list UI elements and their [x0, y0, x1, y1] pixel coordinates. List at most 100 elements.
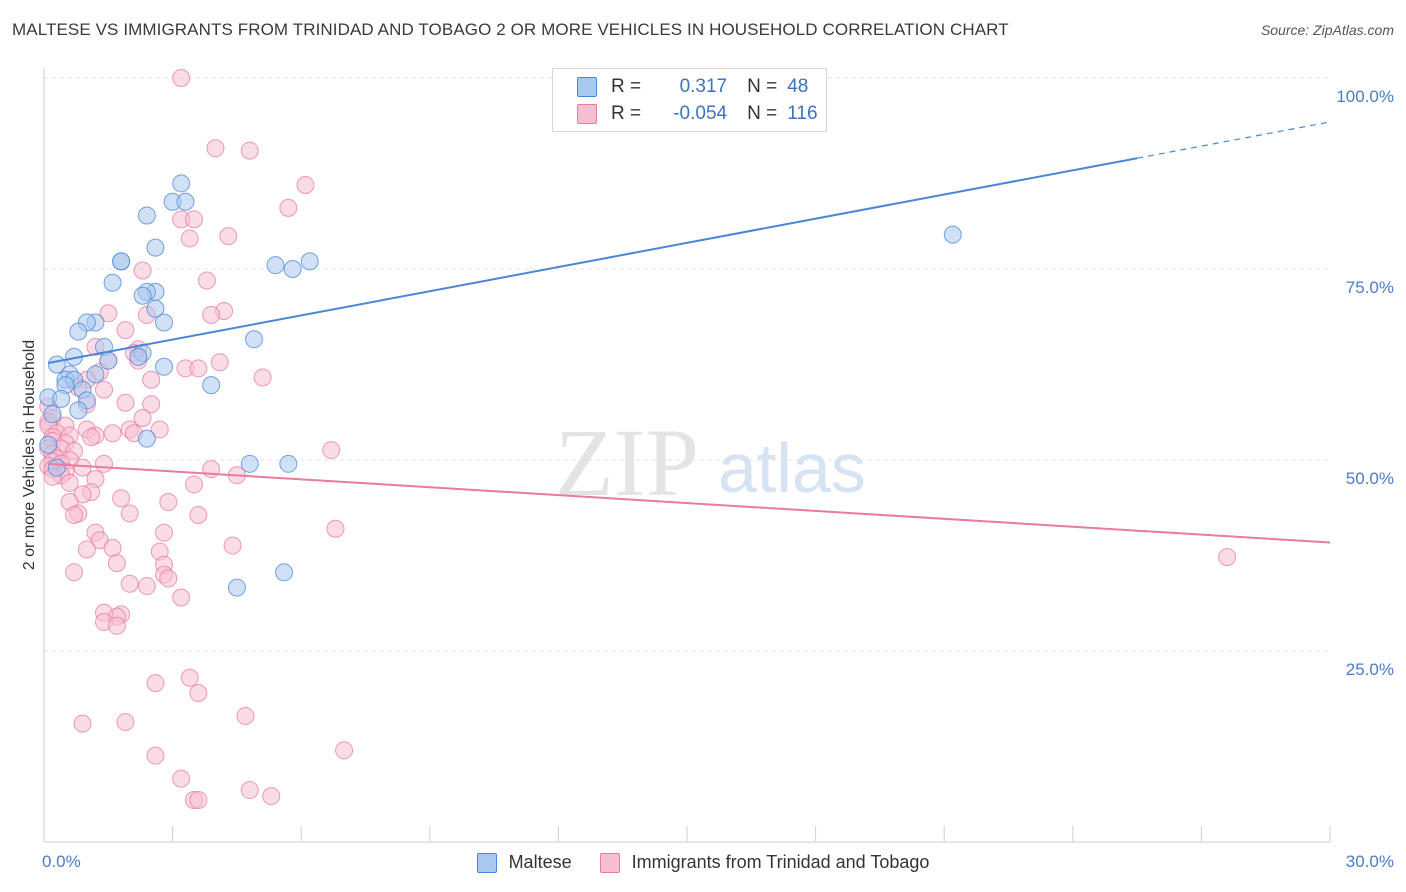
y-tick-25: 25.0% [1345, 660, 1394, 679]
maltese-point [300, 252, 319, 271]
maltese-point [133, 286, 152, 305]
trinidad-point [240, 141, 259, 160]
trinidad-point [185, 210, 204, 229]
maltese-point [43, 405, 62, 424]
maltese-point [69, 322, 88, 341]
x-tick-max: 30.0% [1345, 852, 1394, 871]
maltese-point [47, 458, 66, 477]
trinidad-point [77, 540, 96, 559]
maltese-point [202, 376, 221, 395]
trinidad-point [206, 139, 225, 158]
maltese-point [275, 563, 294, 582]
trinidad-point [65, 563, 84, 582]
trinidad-point [146, 674, 165, 693]
trinidad-point [133, 408, 152, 427]
trinidad-point [133, 261, 152, 280]
maltese-point [129, 347, 148, 366]
maltese-point [69, 401, 88, 420]
legend-label-maltese: Maltese [508, 852, 572, 872]
trinidad-point [103, 538, 122, 557]
trinidad-point [172, 69, 191, 87]
legend-n-value: 48 [787, 76, 809, 97]
legend-n-value: 116 [787, 103, 818, 124]
maltese-point [245, 330, 264, 349]
trinidad-point [137, 577, 156, 596]
maltese-point [146, 238, 165, 257]
trinidad-point [296, 175, 315, 194]
legend-r-value: -0.054 [673, 103, 728, 124]
trinidad-trend-line [48, 462, 1331, 544]
series-legend: Maltese Immigrants from Trinidad and Tob… [0, 852, 1406, 873]
legend-item-maltese: Maltese [476, 852, 572, 873]
trinidad-point [262, 787, 281, 806]
legend-r-value: 0.317 [679, 76, 728, 97]
legend-r-label: R = [611, 103, 642, 124]
trinidad-point [155, 523, 174, 542]
trinidad-point [65, 506, 84, 525]
maltese-point [99, 351, 118, 370]
maltese-point [137, 206, 156, 225]
trinidad-point [142, 395, 161, 414]
maltese-point [279, 454, 298, 473]
y-tick-50: 50.0% [1345, 469, 1394, 488]
maltese-point [103, 273, 122, 292]
trinidad-point [73, 458, 92, 477]
y-tick-100: 100.0% [1336, 87, 1394, 106]
trinidad-point [189, 790, 208, 809]
trinidad-point [95, 380, 114, 399]
trinidad-point [185, 475, 204, 494]
maltese-point [86, 365, 105, 384]
trinidad-point [73, 714, 92, 733]
gridlines [44, 77, 1330, 652]
trinidad-point [1218, 548, 1237, 567]
trinidad-point [189, 684, 208, 703]
trend-lines [48, 121, 1331, 544]
maltese-point [52, 389, 71, 408]
trinidad-point [197, 271, 216, 290]
trinidad-point [189, 359, 208, 378]
maltese-point [146, 299, 165, 318]
trinidad-point [202, 305, 221, 324]
watermark: ZIP atlas [555, 409, 866, 516]
chart-title: MALTESE VS IMMIGRANTS FROM TRINIDAD AND … [12, 20, 1009, 39]
trinidad-point [223, 536, 242, 555]
trinidad-point [240, 781, 259, 800]
trinidad-point [107, 616, 126, 635]
trinidad-point [107, 554, 126, 573]
trinidad-point [103, 424, 122, 443]
watermark-atlas: atlas [718, 429, 866, 507]
trinidad-point [210, 353, 229, 372]
maltese-point [155, 313, 174, 332]
trinidad-point [180, 668, 199, 687]
trinidad-point [180, 229, 199, 248]
trinidad-point [159, 569, 178, 588]
maltese-point [176, 192, 195, 211]
trinidad-point [335, 741, 354, 760]
legend-label-trinidad: Immigrants from Trinidad and Tobago [631, 852, 930, 872]
y-axis-label: 2 or more Vehicles in Household [21, 339, 38, 571]
trinidad-point [95, 454, 114, 473]
trinidad-point [116, 713, 135, 732]
maltese-point [943, 225, 962, 244]
trinidad-point [172, 769, 191, 788]
maltese-trend-extension [1136, 121, 1331, 159]
maltese-point [137, 429, 156, 448]
maltese-point [283, 260, 302, 278]
legend-row-trinidad: R = -0.054 N = 116 [577, 102, 818, 126]
legend-swatch-pink [599, 852, 620, 873]
maltese-point [155, 357, 174, 376]
trinidad-point [120, 504, 139, 523]
maltese-trend-line [48, 157, 1138, 364]
axes [43, 68, 1331, 843]
legend-row-maltese: R = 0.317 N = 48 [577, 75, 808, 99]
maltese-point [266, 256, 285, 275]
trinidad-point [219, 227, 238, 246]
trinidad-point [279, 198, 298, 217]
maltese-point [240, 454, 259, 473]
legend-n-label: N = [747, 76, 778, 97]
trinidad-point [326, 519, 345, 538]
x-tick-min: 0.0% [42, 852, 81, 871]
maltese-point [39, 435, 58, 454]
trinidad-point [146, 746, 165, 765]
